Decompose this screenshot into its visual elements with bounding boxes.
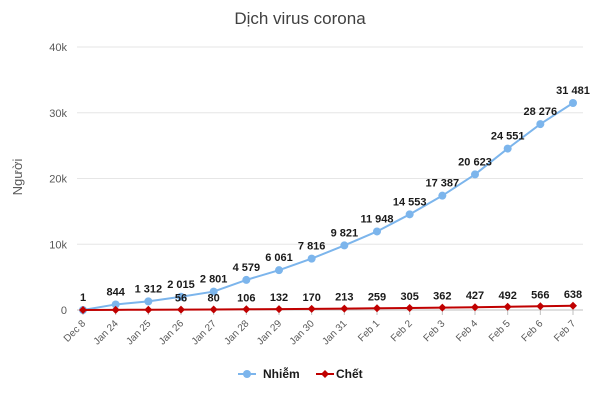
data-point	[111, 305, 120, 314]
data-label: 2 015	[167, 279, 195, 291]
data-label: 427	[466, 290, 484, 302]
data-point	[569, 99, 577, 108]
data-point	[503, 144, 512, 153]
data-point	[438, 191, 447, 200]
x-tick-label: Jan 31	[320, 318, 349, 347]
data-point	[209, 305, 218, 314]
data-point	[242, 275, 251, 284]
data-point	[79, 306, 87, 314]
y-tick-label: 30k	[49, 108, 67, 120]
data-label: 259	[368, 291, 386, 303]
data-point	[242, 305, 251, 314]
data-label: 20 623	[458, 156, 492, 168]
data-point	[405, 210, 414, 219]
data-point	[275, 266, 283, 275]
series-group	[79, 99, 577, 314]
data-point	[111, 300, 120, 309]
x-tick-label: Feb 7	[552, 318, 578, 344]
x-tick-label: Feb 1	[356, 318, 382, 344]
series-line-1	[82, 304, 574, 311]
x-tick-label: Feb 4	[454, 318, 480, 344]
x-tick-label: Dec 8	[62, 318, 89, 345]
legend-marker	[321, 370, 329, 378]
data-point	[373, 304, 381, 313]
data-label: 170	[302, 292, 320, 304]
data-label: 566	[531, 289, 549, 301]
data-label: 132	[270, 292, 288, 304]
chart-title: Dịch virus corona	[234, 9, 366, 28]
x-tick-label: Feb 3	[422, 318, 448, 344]
y-axis-label: Người	[10, 159, 25, 196]
data-point	[405, 303, 414, 312]
data-point	[569, 301, 577, 310]
data-label: 1 312	[135, 283, 163, 295]
data-point	[209, 287, 218, 296]
data-point	[340, 304, 349, 313]
data-label: 56	[175, 293, 187, 305]
data-point	[340, 241, 349, 250]
data-point	[144, 305, 153, 314]
legend-label: Nhiễm	[263, 366, 300, 381]
x-tick-label: Feb 2	[389, 318, 415, 344]
data-label: 106	[237, 292, 255, 304]
data-point	[503, 302, 512, 311]
y-tick-label: 0	[61, 305, 67, 317]
data-point	[177, 305, 185, 314]
data-label: 31 481	[556, 85, 590, 97]
data-point	[536, 302, 545, 311]
data-point	[471, 303, 479, 312]
data-label: 11 948	[360, 213, 393, 225]
data-label: 9 821	[331, 227, 359, 239]
x-tick-label: Jan 25	[124, 318, 153, 347]
data-label: 6 061	[265, 252, 293, 264]
data-point	[373, 227, 381, 236]
x-tick-label: Jan 28	[222, 318, 251, 347]
data-label: 24 551	[491, 131, 525, 143]
data-label: 213	[335, 292, 353, 304]
x-tick-label: Jan 29	[255, 318, 284, 347]
data-label: 638	[564, 289, 582, 301]
data-point	[307, 304, 316, 313]
x-tick-label: Feb 6	[520, 318, 546, 344]
data-label: 305	[400, 291, 418, 303]
data-label: 7 816	[298, 241, 326, 253]
data-point	[275, 305, 283, 314]
data-label: 362	[433, 291, 451, 303]
x-tick-label: Feb 5	[487, 318, 513, 344]
x-tick-label: Jan 30	[288, 318, 317, 347]
x-tick-label: Jan 27	[190, 318, 219, 347]
data-label: 492	[498, 290, 516, 302]
x-tick-label: Jan 26	[157, 318, 186, 347]
data-label: 1	[80, 292, 86, 304]
data-label: 844	[106, 286, 125, 298]
data-label: 2 801	[200, 274, 228, 286]
data-label: 28 276	[524, 106, 558, 118]
data-label: 80	[208, 292, 220, 304]
data-label: 14 553	[393, 196, 427, 208]
data-label: 17 387	[426, 178, 460, 190]
y-tick-label: 10k	[49, 239, 67, 251]
x-tick-label: Jan 24	[92, 318, 121, 347]
y-tick-label: 40k	[49, 42, 67, 54]
x-tick-labels: Dec 8 Jan 24 Jan 25 Jan 26 Jan 27 Jan 28 Jan 2…	[62, 318, 579, 347]
legend[interactable]: Nhiễm Chết	[238, 366, 363, 381]
legend-label: Chết	[336, 367, 363, 381]
data-point	[144, 297, 153, 306]
grid	[77, 46, 583, 315]
data-point	[307, 254, 316, 263]
data-point	[438, 303, 447, 312]
data-point	[177, 292, 185, 301]
series-line-0	[82, 102, 574, 311]
data-point	[536, 120, 545, 129]
y-tick-labels: 0 10k 20k 30k 40k	[49, 42, 67, 317]
y-tick-label: 20k	[49, 174, 67, 186]
data-point	[471, 170, 479, 179]
legend-marker	[243, 370, 251, 378]
data-label: 4 579	[233, 262, 261, 274]
